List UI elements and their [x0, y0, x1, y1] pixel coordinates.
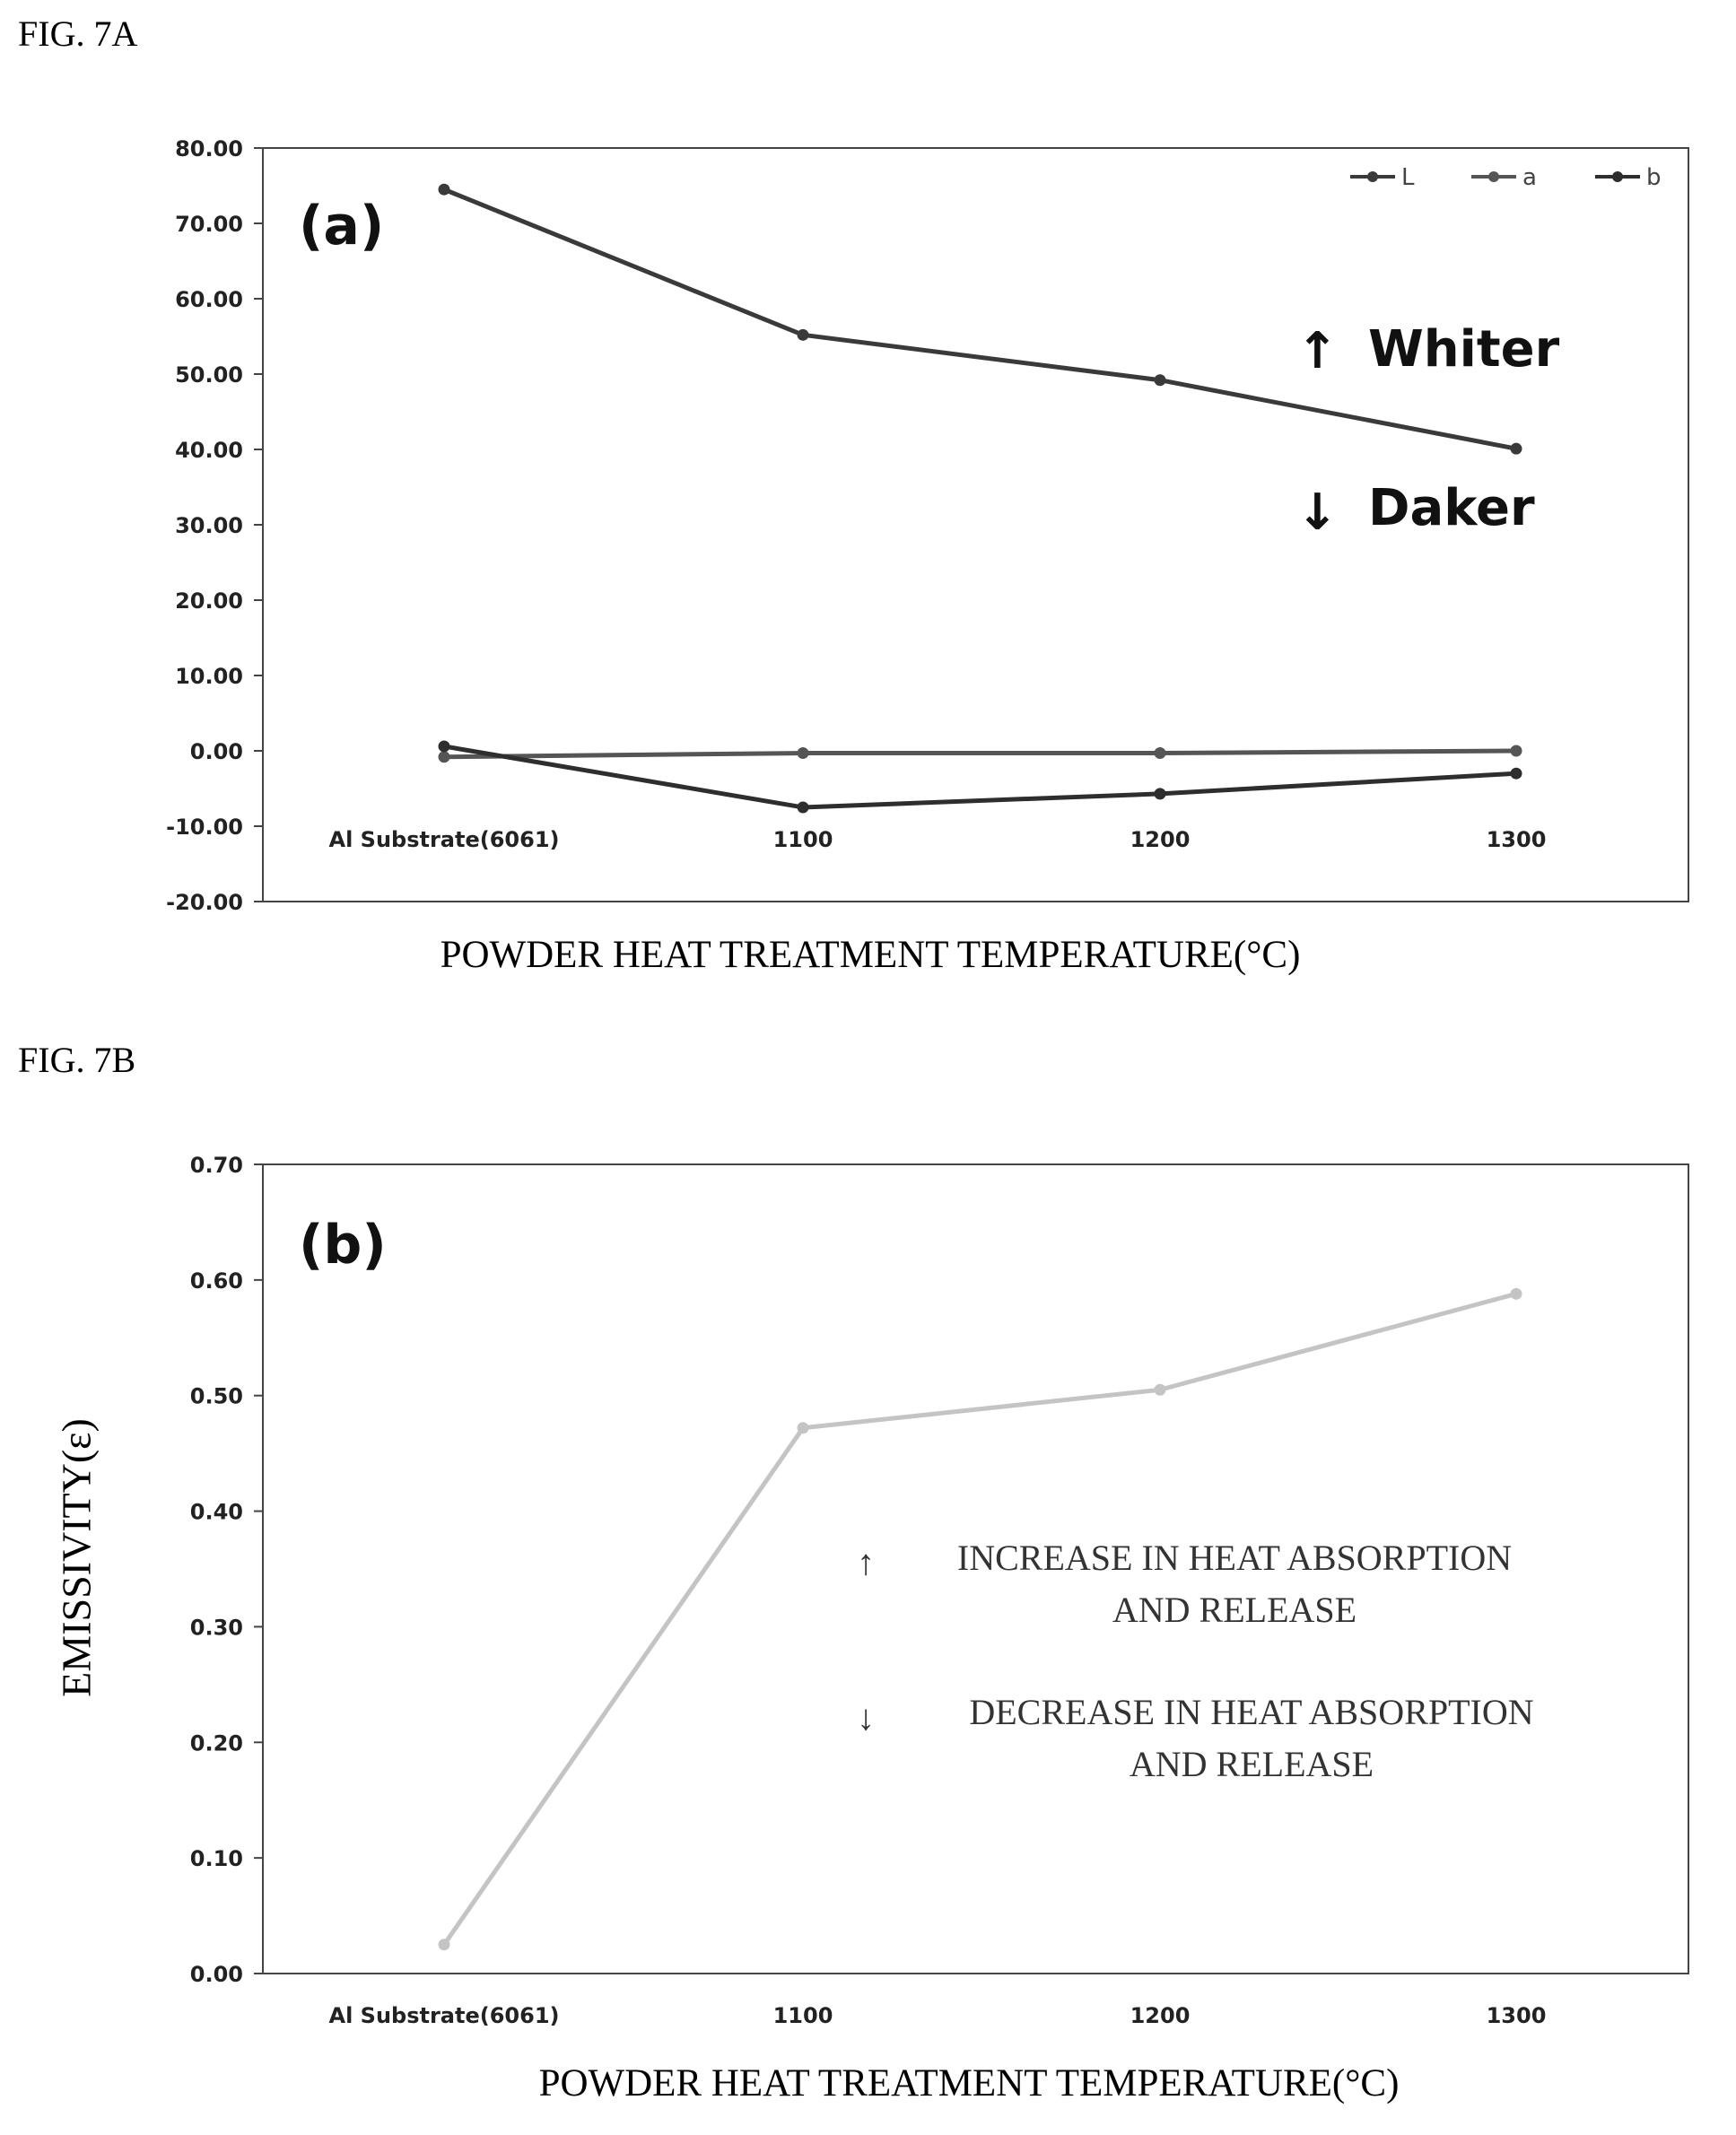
chart-a-series-b-point: [797, 801, 809, 814]
chart-a-x-axis-title: POWDER HEAT TREATMENT TEMPERATURE(°C): [440, 934, 1301, 976]
chart-a-y-tick-label: -20.00: [166, 890, 243, 915]
chart-a-series-b-point: [1154, 788, 1166, 800]
chart-a-series-L-point: [1154, 374, 1166, 387]
chart-a-series-L-point: [797, 328, 809, 341]
chart-b-annotation-decrease-line1: DECREASE IN HEAT ABSORPTION: [969, 1692, 1533, 1732]
chart-a-annotation-daker: Daker: [1368, 479, 1535, 537]
chart-b-y-tick-label: 0.60: [190, 1268, 243, 1294]
chart-a-down-arrow-icon: ↓: [1296, 484, 1339, 542]
chart-b-series-emissivity-point: [797, 1422, 809, 1434]
chart-a-y-tick-label: 40.00: [175, 438, 243, 463]
chart-a-legend-marker: [1367, 171, 1378, 182]
chart-b-annotation-increase-line2: AND RELEASE: [1112, 1590, 1357, 1630]
chart-a-series-a-point: [438, 751, 450, 763]
chart-b-y-tick-label: 0.30: [190, 1615, 243, 1640]
chart-b-annotation-increase-line1: INCREASE IN HEAT ABSORPTION: [957, 1538, 1512, 1578]
chart-b-y-tick-label: 0.40: [190, 1500, 243, 1525]
chart-b-series-emissivity-point: [1154, 1383, 1166, 1396]
chart-a-y-tick-label: 0.00: [190, 739, 243, 764]
chart-a-series-a-point: [1510, 745, 1522, 757]
chart-a-x-tick-label: 1200: [1130, 827, 1191, 852]
chart-a-y-tick-label: 50.00: [175, 362, 243, 388]
chart-a-y-tick-label: 20.00: [175, 588, 243, 614]
chart-b-up-arrow-icon: ↑: [857, 1542, 875, 1582]
chart-a-legend-marker: [1488, 171, 1499, 182]
chart-b-x-tick-label: 1200: [1130, 2003, 1191, 2028]
chart-b-y-tick-label: 0.70: [190, 1153, 243, 1178]
chart-a-legend-label: L: [1401, 164, 1415, 191]
chart-b-series-emissivity-point: [438, 1939, 450, 1951]
chart-a-panel-label: (a): [299, 195, 384, 257]
chart-b-series-emissivity-line: [441, 1291, 1517, 1947]
chart-a-y-tick-label: 80.00: [175, 136, 243, 161]
chart-b-down-arrow-icon: ↓: [857, 1697, 875, 1738]
chart-a-y-tick-label: 60.00: [175, 287, 243, 312]
chart-a-series-a-point: [797, 747, 809, 760]
chart-a-up-arrow-icon: ↑: [1296, 322, 1339, 380]
chart-a-series-a-line: [443, 748, 1517, 760]
chart-a-series-L-line: [443, 187, 1517, 451]
figure-7b-label: FIG. 7B: [18, 1040, 136, 1080]
chart-a-legend-label: a: [1522, 164, 1537, 191]
chart-b-y-tick-label: 0.10: [190, 1846, 243, 1871]
chart-a-legend-marker: [1612, 171, 1623, 182]
chart-a-series-b-point: [1510, 767, 1522, 780]
chart-a-x-tick-label: 1300: [1487, 827, 1547, 852]
chart-a-series-L-point: [1510, 442, 1522, 455]
chart-b-x-tick-label: 1100: [773, 2003, 833, 2028]
chart-a-y-tick-label: -10.00: [166, 815, 243, 840]
chart-b-plot-frame: [262, 1163, 1689, 1974]
chart-b-x-tick-label: Al Substrate(6061): [329, 2003, 560, 2028]
chart-a-y-tick-label: 70.00: [175, 212, 243, 237]
chart-a-series-b-point: [438, 740, 450, 753]
chart-a-series-L-point: [438, 183, 450, 196]
figure-7a-label: FIG. 7A: [18, 13, 138, 54]
chart-b-x-axis-title: POWDER HEAT TREATMENT TEMPERATURE(°C): [538, 2062, 1400, 2104]
chart-a-y-tick-label: 10.00: [175, 664, 243, 689]
chart-a-series-a-point: [1154, 747, 1166, 760]
chart-a-legend-label: b: [1646, 164, 1662, 191]
chart-b-y-tick-label: 0.20: [190, 1730, 243, 1756]
chart-a-y-tick-label: 30.00: [175, 513, 243, 538]
chart-a-x-tick-label: 1100: [773, 827, 833, 852]
chart-a-x-tick-label: Al Substrate(6061): [329, 827, 560, 852]
chart-b-panel-label: (b): [299, 1214, 387, 1277]
chart-b-annotation-decrease-line2: AND RELEASE: [1130, 1744, 1374, 1784]
chart-b-y-axis-title: EMISSIVITY(ε): [53, 1418, 100, 1697]
chart-a-annotation-whiter: Whiter: [1368, 320, 1560, 379]
chart-b-y-tick-label: 0.00: [190, 1962, 243, 1987]
chart-b-x-tick-label: 1300: [1487, 2003, 1547, 2028]
chart-a-series-b-line: [443, 744, 1517, 810]
chart-b-y-tick-label: 0.50: [190, 1384, 243, 1409]
chart-b-series-emissivity-point: [1510, 1287, 1522, 1300]
